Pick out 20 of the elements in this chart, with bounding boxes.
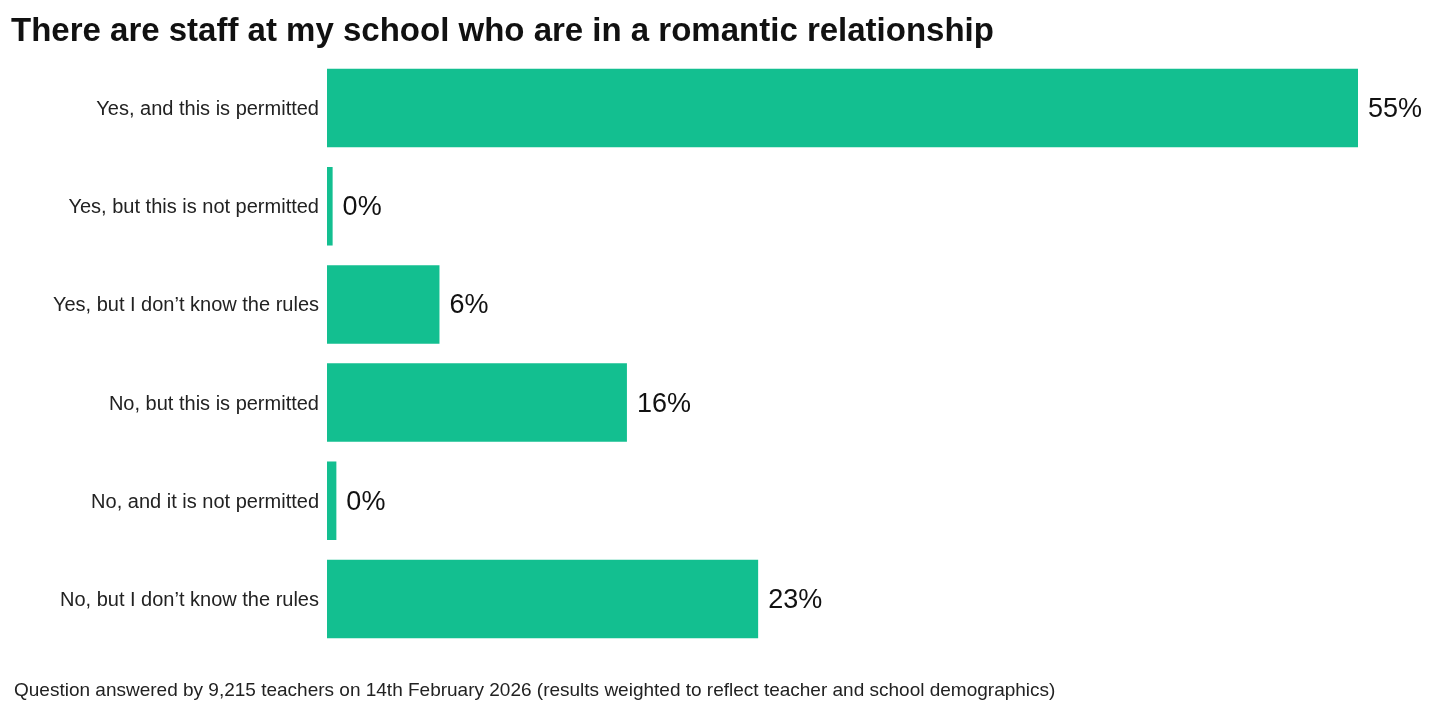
data-label: 6%: [449, 289, 489, 320]
data-label: 55%: [1368, 93, 1423, 124]
y-tick-label: Yes, but I don’t know the rules: [52, 293, 319, 316]
y-tick-label: No, and it is not permitted: [91, 489, 319, 512]
text: Question answered by 9,215 teachers on 14th February 2026 (results weighted to reflect teacher and school demographics): [14, 679, 1056, 700]
data-label: 23%: [768, 583, 823, 614]
data-label: 0%: [346, 485, 386, 516]
data-label: 0%: [342, 191, 382, 222]
y-tick-label: No, but I don’t know the rules: [59, 587, 319, 610]
bar: [327, 559, 759, 639]
y-tick-label: Yes, but this is not permitted: [68, 195, 319, 218]
bar: [327, 166, 333, 246]
bar: [327, 265, 440, 344]
y-tick-label: No, but this is permitted: [108, 391, 319, 414]
chart-title: There are staff at my school who are in a romantic relationship: [11, 11, 994, 48]
bar: [327, 68, 1358, 148]
data-label: 16%: [636, 387, 691, 418]
bar: [327, 363, 627, 442]
bar: [327, 461, 337, 541]
y-tick-label: Yes, and this is permitted: [96, 97, 319, 120]
